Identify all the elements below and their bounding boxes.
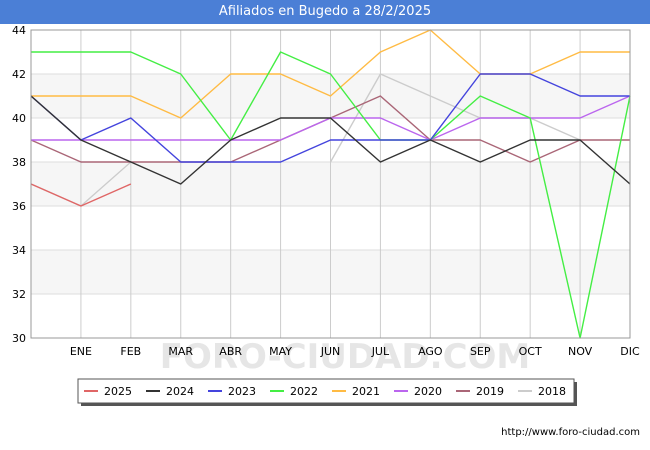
y-tick-label: 40 bbox=[12, 112, 26, 125]
x-tick-label: MAR bbox=[168, 345, 193, 358]
watermark: FORO-CIUDAD.COM bbox=[160, 337, 531, 377]
axes: 30 32 34 36 38 40 42 44 ENE FEB MAR ABR MAY JUN JUL AGO… bbox=[12, 24, 640, 358]
x-tick-label: AGO bbox=[418, 345, 443, 358]
chart-title: Afiliados en Bugedo a 28/2/2025 bbox=[0, 0, 650, 24]
source-credit: http://www.foro-ciudad.com bbox=[501, 427, 640, 438]
x-tick-label: MAY bbox=[269, 345, 292, 358]
x-tick-label: FEB bbox=[120, 345, 141, 358]
legend-label-2019: 2019 bbox=[476, 385, 504, 398]
legend-label-2025: 2025 bbox=[104, 385, 132, 398]
x-tick-label: DIC bbox=[620, 345, 640, 358]
legend-label-2018: 2018 bbox=[538, 385, 566, 398]
series-layer bbox=[30, 29, 631, 339]
x-tick-label: ABR bbox=[219, 345, 242, 358]
series-line-2022 bbox=[31, 51, 631, 339]
y-tick-label: 36 bbox=[12, 200, 26, 213]
y-tick-label: 30 bbox=[12, 332, 26, 345]
x-tick-label: NOV bbox=[568, 345, 593, 358]
y-tick-label: 42 bbox=[12, 68, 26, 81]
legend-box bbox=[77, 378, 575, 404]
legend-label-2020: 2020 bbox=[414, 385, 442, 398]
series-line-2025 bbox=[30, 183, 132, 207]
x-tick-label: ENE bbox=[70, 345, 92, 358]
legend-label-2021: 2021 bbox=[352, 385, 380, 398]
x-tick-label: JUL bbox=[371, 345, 390, 358]
legend-label-2023: 2023 bbox=[228, 385, 256, 398]
y-tick-label: 34 bbox=[12, 244, 26, 257]
legend-label-2022: 2022 bbox=[290, 385, 318, 398]
plot-border bbox=[30, 29, 631, 339]
x-tick-label: JUN bbox=[320, 345, 341, 358]
y-tick-label: 44 bbox=[12, 24, 26, 37]
y-tick-label: 32 bbox=[12, 288, 26, 301]
x-tick-label: SEP bbox=[470, 345, 491, 358]
series-line-2023 bbox=[30, 73, 630, 163]
legend: 2025 2024 2023 2022 2021 2020 2019 2018 bbox=[77, 378, 577, 406]
legend-label-2024: 2024 bbox=[166, 385, 194, 398]
x-tick-label: OCT bbox=[519, 345, 542, 358]
series-line-2024 bbox=[30, 95, 631, 185]
y-tick-label: 38 bbox=[12, 156, 26, 169]
